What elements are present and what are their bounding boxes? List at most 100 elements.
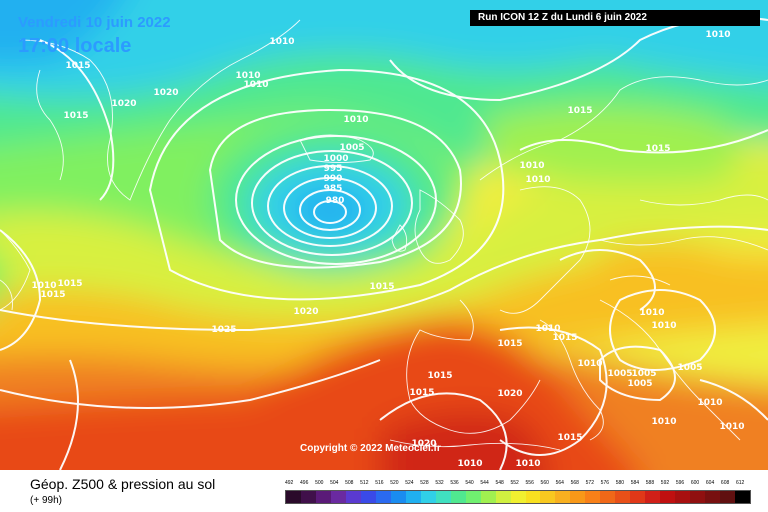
color-scale-label: 552 — [510, 480, 519, 486]
color-scale-swatch — [630, 491, 646, 503]
isobar-label: 1015 — [57, 279, 82, 289]
isobar-label: 1015 — [409, 388, 434, 398]
color-scale-swatch — [690, 491, 706, 503]
color-scale-swatch — [510, 491, 526, 503]
color-scale-swatch — [570, 491, 586, 503]
color-scale-label: 572 — [585, 480, 594, 486]
isobar-label: 1005 — [607, 369, 632, 379]
isobar-label: 1010 — [343, 115, 368, 125]
forecast-date-title: Vendredi 10 juin 2022 — [18, 14, 171, 31]
color-scale-label: 604 — [705, 480, 715, 486]
color-scale-swatch — [675, 491, 691, 503]
weather-map: 1010 1015 1010 1010 1020 1020 1015 1010 1005 1000… — [0, 0, 768, 470]
isobar-label: 1010 — [243, 80, 268, 90]
color-scale-label: 556 — [525, 480, 534, 486]
isobar-label: 1015 — [567, 106, 592, 116]
color-scale-swatch — [585, 491, 601, 503]
color-scale-label: 536 — [450, 480, 459, 486]
color-scale-label: 508 — [345, 480, 354, 486]
isobar-label: 1020 — [497, 389, 522, 399]
color-scale-swatch — [645, 491, 661, 503]
isobar-label: 1010 — [535, 324, 560, 334]
isobar-label: 1005 — [339, 143, 364, 153]
color-scale-label: 516 — [375, 480, 384, 486]
legend-footer: Géop. Z500 & pression au sol (+ 99h) 492… — [0, 470, 768, 512]
isobar-label: 1005 — [627, 379, 652, 389]
color-scale-swatch — [555, 491, 571, 503]
color-scale-swatch — [615, 491, 631, 503]
isobar-label: 1015 — [645, 144, 670, 154]
isobar-label: 1010 — [639, 308, 664, 318]
isobar-label: 1015 — [63, 111, 88, 121]
color-scale-label: 560 — [540, 480, 549, 486]
isobar-label: 1015 — [557, 433, 582, 443]
color-scale-swatch — [705, 491, 721, 503]
color-scale-label: 492 — [285, 480, 294, 486]
isobar-label: 1010 — [719, 422, 744, 432]
isobar-label: 1015 — [40, 290, 65, 300]
color-scale-swatch — [405, 491, 421, 503]
forecast-time-title: 17:00 locale — [18, 35, 132, 57]
isobar-label: 1015 — [497, 339, 522, 349]
color-scale-swatch — [286, 491, 301, 503]
isobar-label: 1010 — [519, 161, 544, 171]
isobar-label: 1010 — [31, 281, 56, 291]
color-scale-swatch — [495, 491, 511, 503]
color-scale-label: 544 — [480, 480, 489, 486]
color-scale-swatch — [450, 491, 466, 503]
color-scale-label: 496 — [300, 480, 309, 486]
isobar-label: 1020 — [411, 439, 436, 449]
color-scale-label: 596 — [675, 480, 685, 486]
isobar-label: 1020 — [111, 99, 136, 109]
color-scale-swatch — [345, 491, 361, 503]
isobar-label: 1010 — [235, 71, 260, 81]
isobar-label: 980 — [326, 196, 345, 206]
color-scale-swatch — [465, 491, 481, 503]
model-run-info: Run ICON 12 Z du Lundi 6 juin 2022 — [470, 10, 760, 26]
color-scale-label: 564 — [555, 480, 564, 486]
color-scale-label: 588 — [645, 480, 655, 486]
color-scale-label: 520 — [390, 480, 399, 486]
isobar-label: 1010 — [577, 359, 602, 369]
color-scale-swatch — [525, 491, 541, 503]
color-scale-swatch — [420, 491, 436, 503]
color-scale-label: 580 — [615, 480, 625, 486]
color-scale-swatch — [315, 491, 331, 503]
color-scale-label: 600 — [690, 480, 700, 486]
color-scale-label: 540 — [465, 480, 474, 486]
color-scale-swatch — [360, 491, 376, 503]
isobar-label: 1010 — [525, 175, 550, 185]
isobar-label: 1020 — [153, 88, 178, 98]
color-scale-label: 548 — [495, 480, 504, 486]
isobar-label: 1010 — [651, 321, 676, 331]
isobar-label: 1010 — [515, 459, 540, 469]
color-scale-swatch — [660, 491, 676, 503]
isobar-label: 985 — [324, 184, 343, 194]
color-scale-label: 576 — [600, 480, 610, 486]
color-scale-swatch — [735, 491, 751, 503]
isobar-label: 995 — [324, 164, 343, 174]
color-scale-label: 512 — [360, 480, 369, 486]
isobar-label: 1015 — [427, 371, 452, 381]
color-scale-label: 532 — [435, 480, 444, 486]
color-scale-label: 584 — [630, 480, 640, 486]
color-scale-label: 524 — [405, 480, 414, 486]
color-scale-labels: 492 496 500 504 508 512 516 520 524 528 532 536 540 5… — [282, 480, 752, 490]
color-scale-label: 612 — [735, 480, 745, 486]
isobar-label: 1010 — [269, 37, 294, 47]
color-scale-label: 528 — [420, 480, 429, 486]
isobar-label: 1010 — [457, 459, 482, 469]
isobar-label: 1015 — [65, 61, 90, 71]
isobar-label: 1010 — [705, 30, 730, 40]
isobar-label: 1020 — [293, 307, 318, 317]
color-scale-swatch — [375, 491, 391, 503]
isobar-label: 1000 — [323, 154, 348, 164]
isobar-label: 1010 — [651, 417, 676, 427]
isobar-lines — [0, 16, 768, 470]
color-scale-label: 592 — [660, 480, 670, 486]
color-scale-label: 608 — [720, 480, 730, 486]
isobar-label: 990 — [324, 174, 343, 184]
color-scale-swatch — [600, 491, 616, 503]
